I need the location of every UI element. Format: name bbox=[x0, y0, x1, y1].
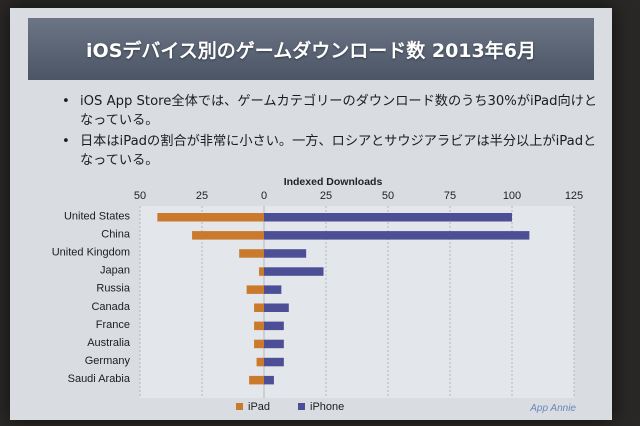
category-label: Russia bbox=[96, 283, 131, 295]
x-tick-label: 50 bbox=[134, 190, 146, 202]
category-label: Germany bbox=[85, 355, 131, 367]
bar-iphone bbox=[264, 213, 512, 222]
bar-iphone bbox=[264, 321, 284, 331]
bar-iphone bbox=[264, 357, 284, 367]
bar-iphone bbox=[264, 285, 282, 294]
legend-swatch-ipad bbox=[236, 403, 243, 410]
bullet-list: iOS App Store全体では、ゲームカテゴリーのダウンロード数のうち30%… bbox=[62, 92, 602, 172]
bar-iphone bbox=[264, 375, 274, 385]
category-label: United States bbox=[64, 210, 131, 222]
category-label: France bbox=[96, 319, 130, 331]
bar-ipad bbox=[256, 357, 264, 367]
legend-swatch-iphone bbox=[298, 403, 305, 410]
bar-ipad bbox=[157, 213, 264, 222]
chart-title: Indexed Downloads bbox=[283, 176, 383, 188]
bar-iphone bbox=[264, 267, 324, 276]
bar-iphone bbox=[264, 249, 307, 258]
bar-ipad bbox=[254, 339, 264, 349]
category-label: United Kingdom bbox=[52, 246, 130, 258]
x-tick-label: 25 bbox=[320, 190, 332, 202]
bullet-item: iOS App Store全体では、ゲームカテゴリーのダウンロード数のうち30%… bbox=[62, 92, 602, 130]
bar-iphone bbox=[264, 339, 284, 349]
bar-iphone bbox=[264, 231, 530, 240]
category-label: Japan bbox=[100, 265, 130, 277]
bar-ipad bbox=[254, 303, 264, 312]
bar-iphone bbox=[264, 303, 289, 312]
bar-ipad bbox=[249, 375, 264, 385]
x-tick-label: 25 bbox=[196, 190, 208, 202]
slide-title-bar: iOSデバイス別のゲームダウンロード数 2013年6月 bbox=[28, 18, 594, 80]
x-tick-label: 75 bbox=[444, 190, 456, 202]
category-label: Canada bbox=[91, 301, 130, 313]
x-tick-label: 50 bbox=[382, 190, 394, 202]
category-label: China bbox=[101, 228, 131, 240]
watermark-text: App Annie bbox=[530, 403, 576, 414]
x-tick-label: 0 bbox=[261, 190, 267, 202]
slide-title: iOSデバイス別のゲームダウンロード数 2013年6月 bbox=[86, 39, 536, 62]
legend-label-iphone: iPhone bbox=[310, 401, 344, 413]
legend-label-ipad: iPad bbox=[248, 401, 270, 413]
category-label: Saudi Arabia bbox=[68, 373, 131, 385]
bar-ipad bbox=[192, 231, 264, 240]
x-tick-label: 100 bbox=[503, 190, 521, 202]
x-tick-label: 125 bbox=[565, 190, 583, 202]
bar-ipad bbox=[254, 321, 264, 331]
bar-ipad bbox=[239, 249, 264, 258]
bullet-item: 日本はiPadの割合が非常に小さい。一方、ロシアとサウジアラビアは半分以上がiP… bbox=[62, 132, 602, 170]
category-label: Australia bbox=[87, 337, 131, 349]
bar-ipad bbox=[259, 267, 264, 276]
bar-ipad bbox=[246, 285, 264, 294]
